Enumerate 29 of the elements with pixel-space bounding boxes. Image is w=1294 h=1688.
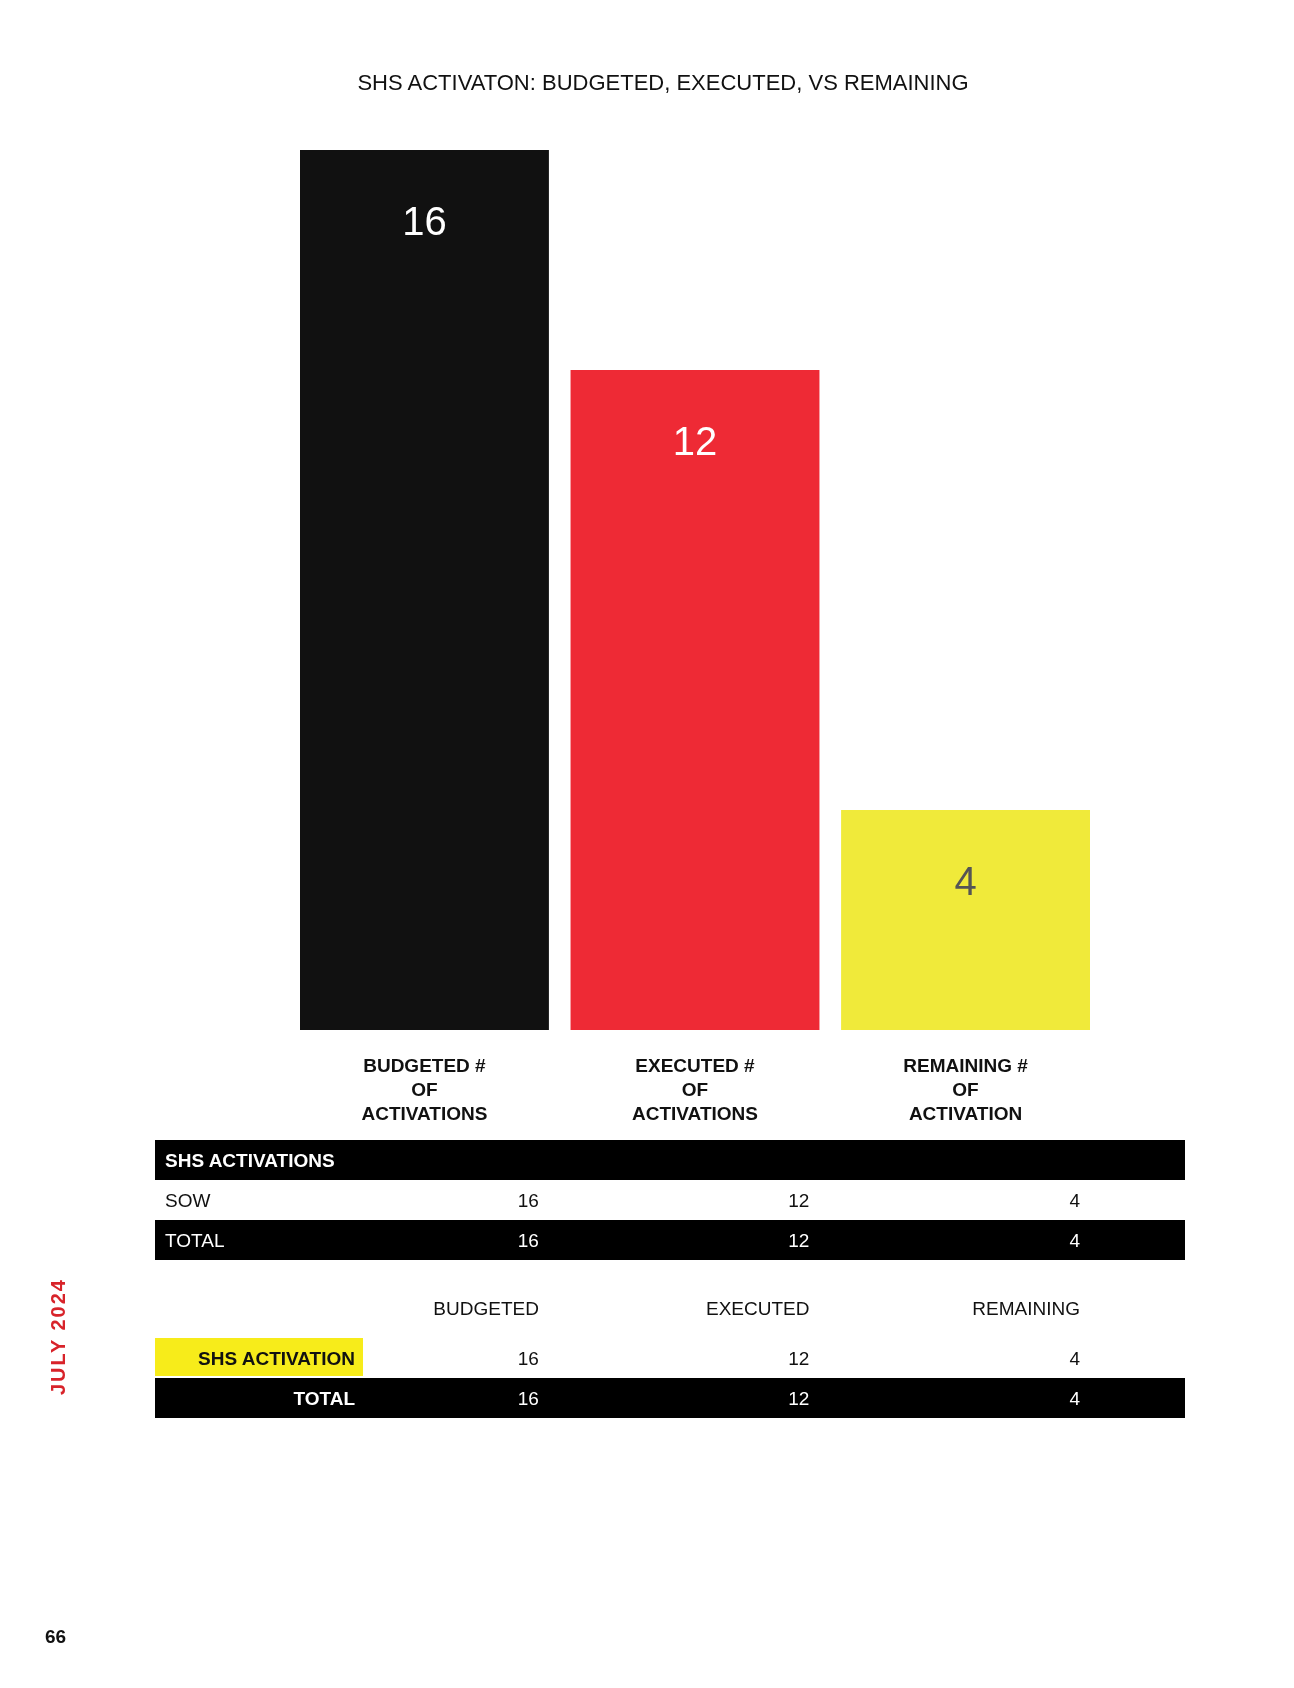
text: 66 (45, 1626, 67, 1647)
data-label: 16 (517, 1190, 539, 1211)
text: 4 (1069, 1230, 1081, 1251)
data-label: 12 (788, 1190, 810, 1211)
text: SOW (165, 1190, 211, 1211)
x-tick-label: BUDGETED # OF ACTIVATIONS (361, 1055, 488, 1124)
text: 4 (1069, 1388, 1081, 1409)
text: 16 (517, 1388, 539, 1409)
x-tick-label: EXECUTED # OF ACTIVATIONS (632, 1055, 758, 1124)
text: 12 (788, 1388, 810, 1409)
text: TOTAL (165, 1230, 225, 1251)
text: 12 (788, 1230, 810, 1251)
text: SHS ACTIVATION (198, 1348, 355, 1369)
text: EXECUTED (705, 1298, 810, 1319)
text: 12 (672, 419, 718, 463)
text: TOTAL (293, 1388, 356, 1409)
text: 4 (1069, 1348, 1081, 1369)
text: 12 (788, 1348, 810, 1369)
text: 4 (954, 859, 977, 903)
x-tick-label: REMAINING # OF ACTIVATION (903, 1055, 1029, 1124)
text: JULY 2024 (47, 1278, 69, 1395)
text: REMAINING (972, 1298, 1080, 1319)
text: 16 (517, 1230, 539, 1251)
text: 16 (517, 1348, 539, 1369)
chart-title: SHS ACTIVATON: BUDGETED, EXECUTED, VS REMAINING (357, 70, 969, 95)
text: 16 (402, 199, 447, 243)
text: BUDGETED (433, 1298, 539, 1319)
data-label: 4 (1069, 1190, 1081, 1211)
text: SHS ACTIVATIONS (165, 1150, 335, 1171)
